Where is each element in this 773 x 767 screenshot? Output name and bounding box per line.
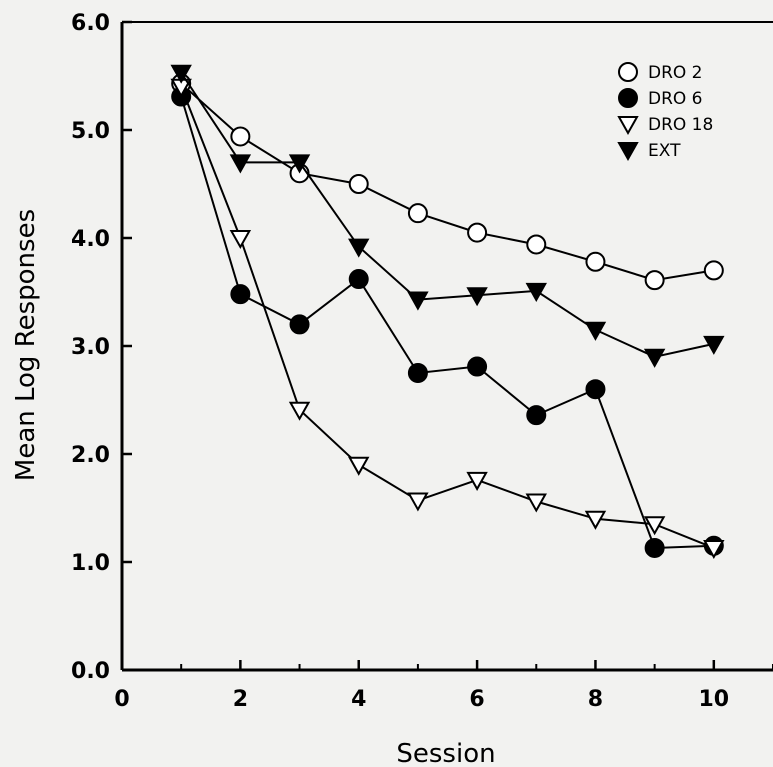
data-point [468, 224, 486, 242]
series-dro-6 [172, 88, 723, 557]
data-point [350, 270, 368, 288]
x-axis-label: Session [396, 739, 495, 767]
data-point [409, 204, 427, 222]
y-tick-label: 5.0 [71, 119, 110, 144]
series-ext [172, 66, 723, 366]
legend-item: DRO 18 [619, 115, 713, 135]
legend-label: DRO 2 [648, 63, 703, 83]
data-point [527, 235, 545, 253]
legend-marker [619, 63, 637, 81]
data-point [291, 315, 309, 333]
y-tick-label: 1.0 [71, 551, 110, 576]
x-tick-label: 0 [114, 687, 129, 712]
data-point [646, 539, 664, 557]
legend-item: EXT [619, 141, 681, 161]
x-tick-label: 10 [699, 687, 730, 712]
data-point [231, 285, 249, 303]
y-tick-label: 2.0 [71, 443, 110, 468]
data-point [705, 261, 723, 279]
data-point [231, 127, 249, 145]
series-line [181, 73, 714, 357]
legend-label: DRO 6 [648, 89, 703, 109]
data-point [350, 458, 368, 474]
x-tick-label: 8 [588, 687, 603, 712]
data-point [468, 473, 486, 489]
x-tick-label: 4 [351, 687, 366, 712]
data-point [468, 358, 486, 376]
legend-label: DRO 18 [648, 115, 713, 135]
y-tick-label: 4.0 [71, 227, 110, 252]
legend-marker [619, 117, 637, 133]
series-line [181, 97, 714, 548]
y-axis-label: Mean Log Responses [11, 209, 41, 481]
y-tick-label: 0.0 [71, 659, 110, 684]
legend-item: DRO 6 [619, 89, 703, 109]
series-line [181, 84, 714, 281]
data-point [409, 364, 427, 382]
data-point [409, 493, 427, 509]
series-dro-18 [172, 80, 723, 557]
data-point [527, 406, 545, 424]
data-point [409, 293, 427, 309]
data-point [646, 271, 664, 289]
data-point [646, 350, 664, 366]
data-point [586, 323, 604, 339]
data-point [231, 231, 249, 247]
chart-legend: DRO 2 DRO 6 DRO 18 EXT [619, 63, 713, 161]
series-line [181, 87, 714, 548]
y-tick-label: 3.0 [71, 335, 110, 360]
data-point [350, 175, 368, 193]
data-point [586, 253, 604, 271]
legend-marker [619, 143, 637, 159]
x-tick-label: 6 [469, 687, 484, 712]
legend-marker [619, 89, 637, 107]
x-tick-label: 2 [233, 687, 248, 712]
y-tick-label: 6.0 [71, 11, 110, 36]
legend-label: EXT [648, 141, 681, 161]
legend-item: DRO 2 [619, 63, 703, 83]
data-point [586, 380, 604, 398]
chart-series [172, 66, 723, 557]
series-dro-2 [172, 75, 723, 290]
